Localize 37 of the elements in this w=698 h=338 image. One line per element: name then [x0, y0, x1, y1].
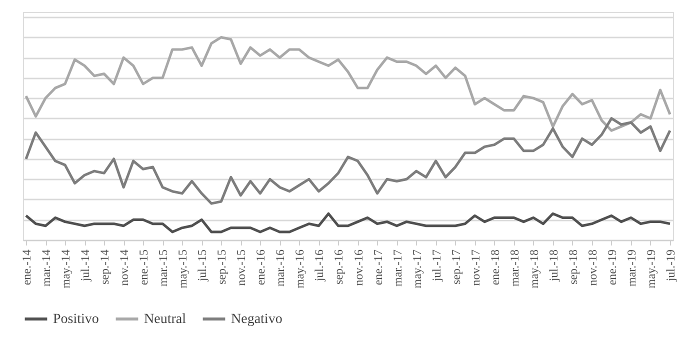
legend-label: Neutral	[144, 312, 186, 327]
x-tick-label: may.-17	[410, 250, 424, 288]
x-tick-label: may.-15	[176, 250, 190, 288]
x-tick-label: nov.-18	[585, 250, 600, 286]
x-tick-label: ene.-17	[370, 250, 385, 286]
x-tick-label: ene.-18	[488, 250, 502, 286]
x-tick-label: mar.-15	[156, 250, 170, 286]
legend-label: Negativo	[231, 312, 282, 327]
x-tick-label: may.-19	[644, 250, 658, 288]
x-tick-label: mar.-19	[624, 250, 638, 286]
legend-label: Positivo	[53, 312, 99, 327]
x-tick-label: jul.-16	[312, 250, 326, 282]
x-tick-label: sep.-16	[332, 250, 346, 284]
x-tick-label: mar.-18	[507, 250, 522, 286]
x-tick-label: may.-18	[526, 250, 541, 288]
x-tick-label: nov.-15	[234, 250, 248, 286]
x-tick-label: jul.-14	[78, 250, 92, 282]
x-tick-label: nov.-14	[117, 250, 132, 286]
x-tick-label: mar.-16	[273, 250, 288, 286]
x-tick-label: sep.-14	[98, 250, 112, 284]
x-tick-label: ene.-14	[20, 250, 34, 286]
x-tick-label: sep.-15	[214, 250, 229, 284]
x-tick-label: sep.-17	[448, 250, 463, 284]
x-tick-label: jul.-19	[664, 250, 678, 282]
x-tick-label: mar.-17	[390, 250, 404, 286]
x-tick-label: nov.-16	[351, 250, 366, 286]
x-tick-label: jul.-18	[546, 250, 560, 282]
x-tick-label: may.-16	[292, 250, 307, 288]
x-tick-label: ene.-19	[604, 250, 619, 286]
x-tick-label: jul.-15	[195, 250, 210, 282]
x-tick-label: may.-14	[58, 250, 73, 288]
x-tick-label: jul.-17	[429, 250, 444, 282]
x-tick-label: ene.-15	[136, 250, 151, 286]
x-tick-label: nov.-17	[468, 250, 482, 286]
x-tick-label: sep.-18	[566, 250, 580, 284]
x-tick-label: mar.-14	[39, 250, 54, 286]
x-tick-label: ene.-16	[254, 250, 268, 286]
